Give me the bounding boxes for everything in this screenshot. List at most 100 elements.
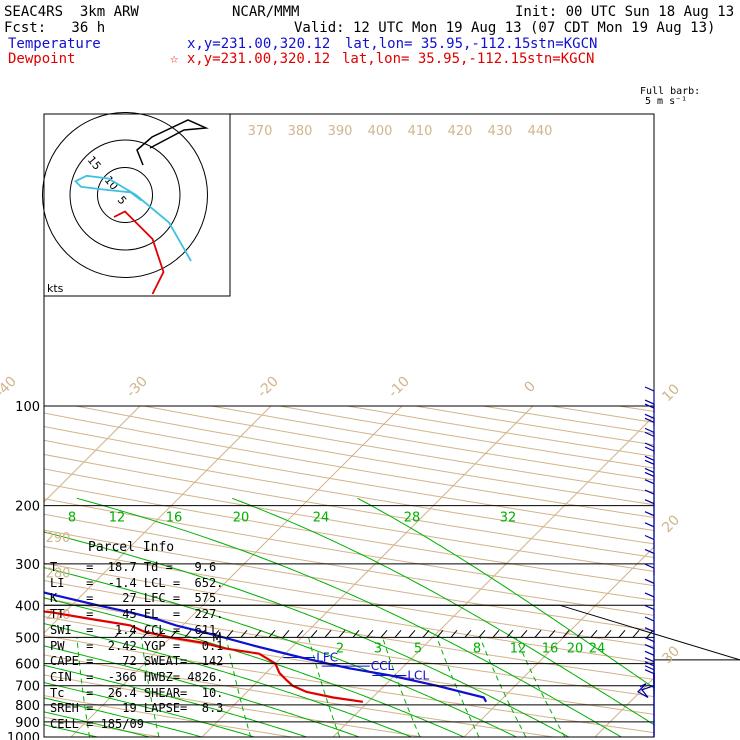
- dry-adiabat-line: [44, 634, 654, 734]
- wind-barb-flag: [644, 637, 655, 643]
- hatch-tick: [394, 630, 402, 638]
- hodograph-trace: [73, 174, 192, 262]
- dry-adiabat-label: 420: [448, 124, 473, 139]
- moist-adiabat-label: 20: [233, 511, 250, 526]
- hatch-tick: [436, 630, 444, 638]
- dry-adiabat-line: [44, 654, 558, 737]
- hatch-tick: [492, 630, 500, 638]
- dry-adiabat-label: 280: [46, 567, 71, 582]
- wind-barb-flag: [644, 578, 655, 584]
- hatch-tick: [506, 630, 514, 638]
- hatch-tick: [408, 630, 416, 638]
- wind-barb-flag: [644, 442, 655, 448]
- isotherm-line: [44, 405, 141, 503]
- hatch-tick: [562, 630, 570, 638]
- hatch-tick: [422, 630, 430, 638]
- mixing-ratio-line: [76, 637, 91, 737]
- mixing-ratio-line: [225, 637, 252, 737]
- parcel-line-cell: CELL = 185/09: [50, 717, 144, 732]
- parcel-line-t: T = 18.7 Td = 9.6: [50, 560, 217, 574]
- mixing-ratio-line: [140, 637, 160, 737]
- isotherm-line: [44, 405, 272, 634]
- hatch-tick: [268, 630, 276, 638]
- mixing-ratio-label: 5: [414, 641, 422, 656]
- pressure-label: 100: [15, 400, 40, 415]
- dry-adiabat-line: [44, 562, 654, 664]
- parcel-line-pw: PW = 2.42 YGP = 0.1: [50, 638, 224, 653]
- moist-adiabat-line: [44, 681, 255, 737]
- dewpoint-label: Dewpoint: [8, 51, 76, 67]
- hatch-tick: [520, 630, 528, 638]
- wind-barb-flag: [644, 592, 655, 598]
- wind-barb-flag: [644, 616, 655, 622]
- temperature-profile: [44, 591, 488, 703]
- level-label: LFC: [316, 650, 338, 664]
- valid-time: Valid: 12 UTC Mon 19 Aug 13 (07 CDT Mon …: [294, 20, 716, 36]
- hatch-tick: [352, 630, 360, 638]
- hatch-tick: [576, 630, 584, 638]
- isotherm-line: [463, 546, 654, 737]
- dry-adiabat-line: [44, 674, 427, 737]
- moist-adiabat-line: [44, 697, 203, 737]
- dry-adiabat-line: [44, 597, 654, 698]
- wind-barb-flag: [644, 534, 655, 541]
- wind-barb-flag: [644, 665, 655, 671]
- temperature-xy: x,y=231.00,320.12: [187, 36, 331, 52]
- hatch-tick: [198, 630, 206, 638]
- pressure-label: 1000: [7, 731, 40, 740]
- dewpoint-profile: [44, 610, 364, 703]
- moist-adiabat-line: [357, 497, 654, 689]
- dry-adiabat-line: [347, 405, 654, 457]
- parcel-line-tc: Tc = 26.4 SHEAR= 10.: [50, 685, 224, 700]
- parcel-line-li: LI = -1.4 LCL = 652.: [50, 575, 224, 590]
- wind-barb-flag: [644, 657, 655, 663]
- hatch-tick: [534, 630, 542, 638]
- moist-adiabat-line: [44, 623, 412, 737]
- moist-adiabat-line: [44, 711, 150, 737]
- temperature-label: Temperature: [8, 36, 101, 52]
- mixing-ratio-line: [515, 637, 566, 737]
- level-label: CCL: [371, 659, 395, 673]
- mixing-ratio-label: 2: [336, 641, 344, 656]
- hatch-tick: [632, 630, 640, 638]
- hatch-tick: [646, 630, 654, 638]
- dry-adiabat-label: 430: [488, 124, 513, 139]
- hodograph-ring: [42, 112, 208, 278]
- wind-barb-flag: [644, 427, 655, 433]
- wind-barb-flag: [644, 417, 655, 423]
- wind-barb-flag: [644, 386, 655, 392]
- hatch-tick: [604, 630, 612, 638]
- isotherm-line: [594, 677, 654, 737]
- moist-adiabat-line: [44, 531, 570, 737]
- pressure-label: 300: [15, 558, 40, 573]
- hatch-tick: [184, 630, 192, 638]
- dry-adiabat-line: [44, 695, 295, 737]
- pressure-label: 900: [15, 716, 40, 731]
- isotherm-label: 20: [659, 512, 683, 536]
- moist-adiabat-label: 16: [166, 511, 183, 526]
- wind-barb-flag: [644, 459, 655, 465]
- dewpoint-latlon: lat,lon= 35.95,-112.15: [342, 51, 528, 67]
- mixing-ratio-label: 20: [567, 641, 584, 656]
- dry-adiabat-line: [44, 498, 654, 601]
- hatch-tick: [240, 630, 248, 638]
- isotherm-label: -40: [0, 373, 20, 400]
- moist-adiabat-label: 8: [68, 511, 76, 526]
- pressure-label: 500: [15, 631, 40, 646]
- dry-adiabat-label: 370: [248, 124, 273, 139]
- wind-barb-flag: [644, 399, 655, 405]
- dewpoint-xy: ☆ x,y=231.00,320.12: [170, 51, 331, 67]
- storm-motion-arrow: [136, 119, 209, 166]
- isotherm-label: -10: [385, 373, 412, 400]
- dewpoint-station: stn=KGCN: [527, 51, 595, 67]
- parcel-line-sreh: SREH = 19 LAPSE= 8.3: [50, 701, 224, 716]
- dry-adiabat-line: [618, 405, 654, 413]
- pressure-label: 600: [15, 658, 40, 673]
- parcel-info-title: Parcel Info: [88, 540, 175, 555]
- hatch-tick: [324, 630, 332, 638]
- dry-adiabat-label: 410: [408, 124, 433, 139]
- isotherm-line: [70, 405, 403, 737]
- pressure-label: 700: [15, 680, 40, 695]
- isotherm-line: [201, 405, 534, 737]
- wind-barb-flag: [644, 548, 655, 554]
